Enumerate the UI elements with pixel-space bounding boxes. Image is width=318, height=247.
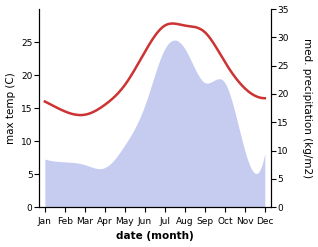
Y-axis label: med. precipitation (kg/m2): med. precipitation (kg/m2) (302, 38, 313, 178)
X-axis label: date (month): date (month) (116, 231, 194, 242)
Y-axis label: max temp (C): max temp (C) (5, 72, 16, 144)
